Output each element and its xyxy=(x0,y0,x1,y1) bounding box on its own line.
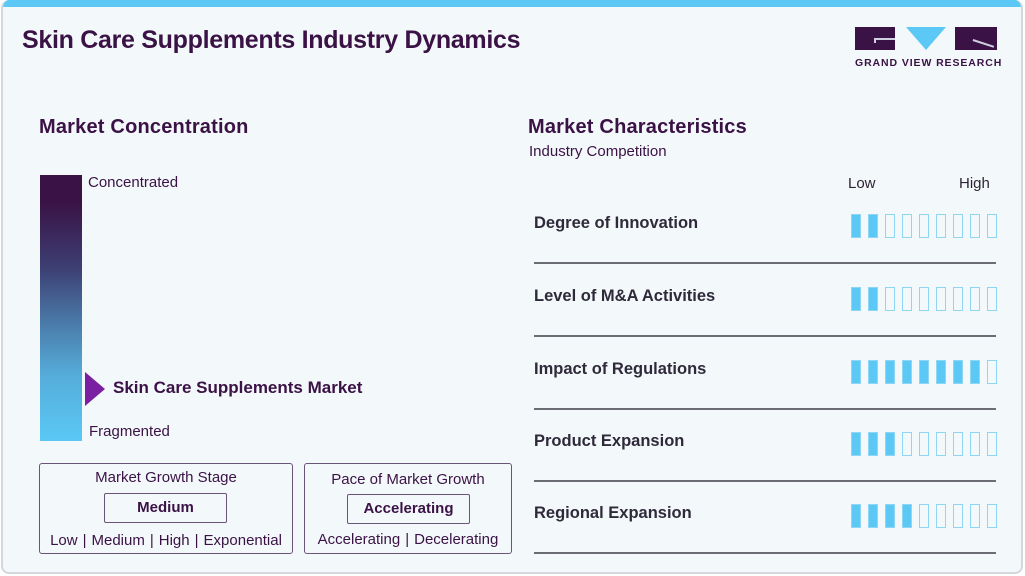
rating-bars xyxy=(851,432,997,456)
rating-bars xyxy=(851,214,997,238)
rating-bar-filled-icon xyxy=(851,287,861,311)
rating-bars xyxy=(851,504,997,528)
scale-low-label: Low xyxy=(848,175,876,192)
characteristic-name: Product Expansion xyxy=(534,432,685,450)
rating-bar-empty-icon xyxy=(987,214,997,238)
industry-competition-subtitle: Industry Competition xyxy=(529,143,667,160)
concentration-gradient-bar xyxy=(40,175,82,441)
pace-option-decelerating: Decelerating xyxy=(414,531,499,548)
rating-bar-empty-icon xyxy=(902,432,912,456)
rating-bar-empty-icon xyxy=(919,214,929,238)
rating-bar-filled-icon xyxy=(851,504,861,528)
growth-option-medium: Medium xyxy=(91,532,145,549)
rating-bar-empty-icon xyxy=(919,504,929,528)
rating-bar-empty-icon xyxy=(885,214,895,238)
rating-bar-empty-icon xyxy=(936,504,946,528)
rating-bars xyxy=(851,287,997,311)
rating-bar-empty-icon xyxy=(902,287,912,311)
rating-bar-empty-icon xyxy=(885,287,895,311)
market-position-marker-icon xyxy=(85,372,105,406)
growth-pace-selected: Accelerating xyxy=(347,494,470,524)
rating-bar-filled-icon xyxy=(868,214,878,238)
characteristic-name: Level of M&A Activities xyxy=(534,287,716,305)
rating-bar-empty-icon xyxy=(987,287,997,311)
rating-bar-empty-icon xyxy=(936,432,946,456)
growth-option-exponential: Exponential xyxy=(203,532,282,549)
logo-r-block-icon xyxy=(955,27,997,50)
grand-view-research-logo: GRAND VIEW RESEARCH xyxy=(855,27,1003,72)
growth-pace-options: Accelerating | Decelerating xyxy=(317,531,499,548)
characteristic-row: Product Expansion xyxy=(534,420,997,493)
rating-bars xyxy=(851,360,997,384)
market-position-label: Skin Care Supplements Market xyxy=(113,378,363,397)
rating-bar-filled-icon xyxy=(885,432,895,456)
rating-bar-filled-icon xyxy=(868,360,878,384)
fragmented-label: Fragmented xyxy=(89,423,170,440)
pace-of-market-growth-box: Pace of Market Growth Accelerating Accel… xyxy=(304,463,512,554)
row-divider xyxy=(534,262,996,264)
rating-bar-filled-icon xyxy=(970,360,980,384)
rating-bar-filled-icon xyxy=(851,214,861,238)
rating-bar-filled-icon xyxy=(851,432,861,456)
characteristic-row: Impact of Regulations xyxy=(534,348,997,421)
growth-stage-title: Market Growth Stage xyxy=(95,469,237,486)
growth-stage-selected: Medium xyxy=(104,493,227,523)
market-growth-stage-box: Market Growth Stage Medium Low | Medium | Hi… xyxy=(39,463,293,554)
rating-bar-empty-icon xyxy=(970,432,980,456)
rating-bar-empty-icon xyxy=(953,214,963,238)
concentrated-label: Concentrated xyxy=(88,174,179,191)
rating-bar-filled-icon xyxy=(885,504,895,528)
rating-bar-empty-icon xyxy=(970,504,980,528)
rating-bar-filled-icon xyxy=(936,360,946,384)
rating-bar-empty-icon xyxy=(987,360,997,384)
market-concentration-title: Market Concentration xyxy=(39,116,249,138)
rating-bar-empty-icon xyxy=(953,287,963,311)
characteristic-name: Degree of Innovation xyxy=(534,214,699,232)
row-divider xyxy=(534,552,996,554)
growth-option-low: Low xyxy=(50,532,78,549)
rating-bar-filled-icon xyxy=(902,504,912,528)
rating-bar-filled-icon xyxy=(851,360,861,384)
logo-v-triangle-icon xyxy=(906,27,946,50)
rating-bar-filled-icon xyxy=(868,432,878,456)
rating-bar-empty-icon xyxy=(970,287,980,311)
rating-bar-empty-icon xyxy=(919,287,929,311)
rating-bar-empty-icon xyxy=(936,214,946,238)
rating-bar-filled-icon xyxy=(902,360,912,384)
rating-bar-empty-icon xyxy=(987,504,997,528)
pace-option-accelerating: Accelerating xyxy=(317,531,401,548)
rating-bar-empty-icon xyxy=(919,432,929,456)
market-characteristics-title: Market Characteristics xyxy=(528,116,747,138)
rating-bar-empty-icon xyxy=(953,432,963,456)
characteristic-name: Regional Expansion xyxy=(534,504,692,522)
rating-bar-empty-icon xyxy=(953,504,963,528)
growth-pace-title: Pace of Market Growth xyxy=(331,471,485,488)
row-divider xyxy=(534,335,996,337)
characteristic-row: Level of M&A Activities xyxy=(534,275,997,348)
row-divider xyxy=(534,408,996,410)
logo-text: GRAND VIEW RESEARCH xyxy=(855,57,1003,69)
characteristic-row: Degree of Innovation xyxy=(534,202,997,275)
rating-bar-filled-icon xyxy=(885,360,895,384)
page-title: Skin Care Supplements Industry Dynamics xyxy=(22,26,521,54)
rating-bar-empty-icon xyxy=(936,287,946,311)
rating-bar-empty-icon xyxy=(987,432,997,456)
rating-bar-filled-icon xyxy=(919,360,929,384)
characteristic-name: Impact of Regulations xyxy=(534,360,707,378)
rating-bar-empty-icon xyxy=(970,214,980,238)
rating-bar-filled-icon xyxy=(868,287,878,311)
characteristic-row: Regional Expansion xyxy=(534,492,997,565)
rating-bar-filled-icon xyxy=(868,504,878,528)
scale-high-label: High xyxy=(959,175,990,192)
top-accent-bar xyxy=(3,0,1021,7)
growth-option-high: High xyxy=(158,532,190,549)
logo-g-block-icon xyxy=(855,27,895,50)
growth-stage-options: Low | Medium | High | Exponential xyxy=(50,532,282,549)
rating-bar-filled-icon xyxy=(953,360,963,384)
row-divider xyxy=(534,480,996,482)
rating-bar-empty-icon xyxy=(902,214,912,238)
